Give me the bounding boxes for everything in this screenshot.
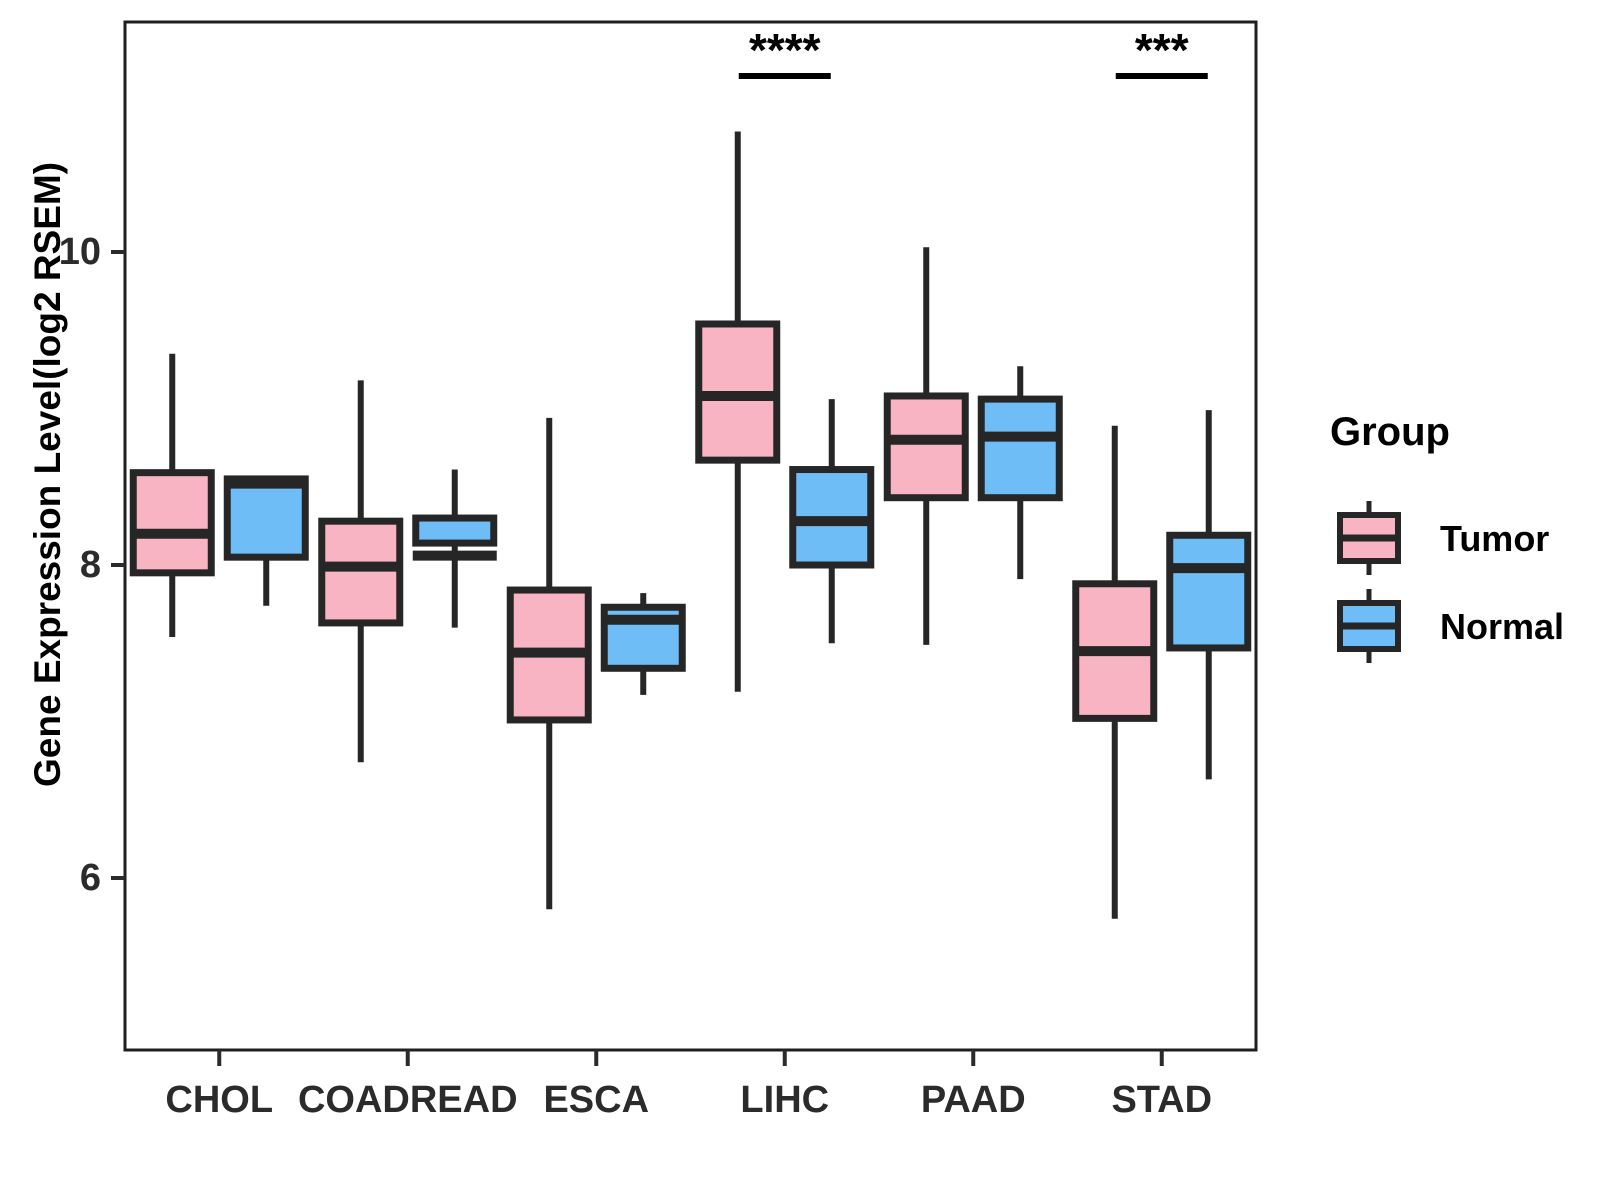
box-stad-tumor	[1072, 425, 1158, 919]
legend-label-tumor: Tumor	[1440, 518, 1549, 559]
x-axis-tick-label-stad: STAD	[1111, 1079, 1212, 1121]
x-axis-tick-label-esca: ESCA	[543, 1079, 649, 1121]
x-axis-tick-label-coadread: COADREAD	[298, 1079, 518, 1121]
y-axis-tick-label: 10	[59, 231, 101, 273]
box-lihc-normal	[789, 399, 875, 644]
y-axis-label: Gene Expression Level(log2 RSEM)	[27, 161, 68, 787]
plot-panel-border	[123, 20, 1258, 1052]
legend-label-normal: Normal	[1440, 606, 1564, 647]
box-rect	[129, 469, 215, 577]
box-chol-tumor	[129, 353, 215, 637]
box-chol-normal	[223, 475, 309, 606]
legend-title: Group	[1330, 410, 1450, 454]
box-paad-normal	[977, 366, 1063, 580]
box-coadread-tumor	[318, 380, 404, 763]
legend-key-normal[interactable]	[1337, 589, 1401, 663]
box-coadread-normal	[412, 469, 498, 628]
box-paad-tumor	[883, 247, 969, 645]
box-rect	[1166, 531, 1252, 652]
y-axis-tick-label: 6	[80, 857, 101, 899]
box-lihc-tumor	[695, 131, 781, 692]
legend-key-tumor[interactable]	[1337, 501, 1401, 575]
y-axis-tick-label: 8	[80, 544, 101, 586]
box-stad-normal	[1166, 410, 1252, 780]
x-axis-tick-label-chol: CHOL	[165, 1079, 273, 1121]
box-esca-tumor	[506, 417, 592, 910]
x-axis-tick-label-paad: PAAD	[921, 1079, 1026, 1121]
box-esca-normal	[600, 593, 686, 695]
box-rect	[883, 392, 969, 502]
significance-label-lihc: ****	[749, 24, 821, 76]
significance-label-stad: ***	[1135, 24, 1189, 76]
box-rect	[223, 475, 309, 561]
box-rect	[977, 395, 1063, 502]
box-rect	[318, 517, 404, 627]
y-axis-label-wrap: Gene Expression Level(log2 RSEM)	[18, 0, 78, 1060]
x-axis-tick-label-lihc: LIHC	[740, 1079, 829, 1121]
box-rect	[412, 514, 498, 547]
